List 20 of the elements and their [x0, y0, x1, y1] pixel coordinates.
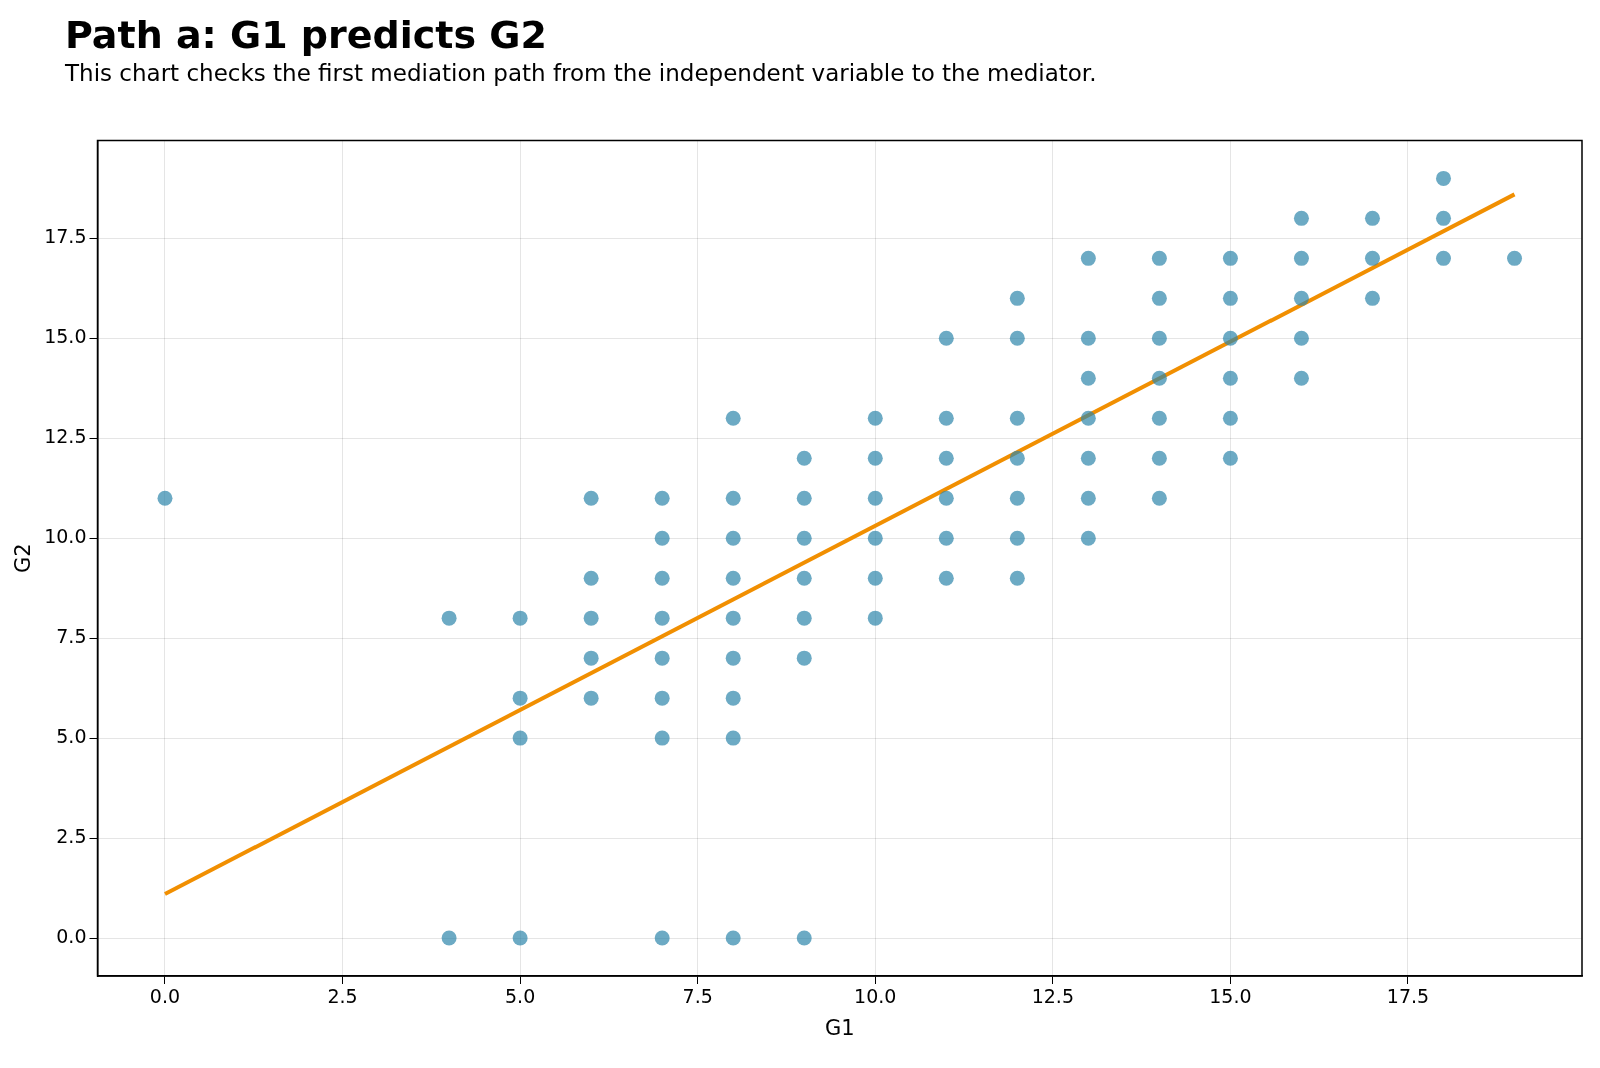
chart-title: Path a: G1 predicts G2 — [65, 13, 548, 57]
y-tick-label: 10.0 — [44, 525, 87, 548]
y-tick-label: 15.0 — [44, 325, 87, 348]
y-tick-label: 0.0 — [56, 924, 87, 947]
x-tick-label: 15.0 — [1209, 985, 1252, 1008]
y-tick-label: 17.5 — [44, 225, 87, 248]
chart-subtitle: This chart checks the first mediation path from the independent variable to the mediator. — [65, 60, 1098, 86]
x-tick-label: 17.5 — [1386, 985, 1430, 1008]
y-tick-label: 12.5 — [44, 425, 87, 448]
y-axis-title: G2 — [11, 543, 36, 574]
x-tick-label: 0.0 — [149, 985, 181, 1008]
x-tick-label: 12.5 — [1031, 985, 1074, 1008]
y-tick-label: 5.0 — [56, 725, 87, 748]
x-axis-title: G1 — [824, 1015, 855, 1040]
y-tick-label: 2.5 — [56, 825, 87, 847]
x-tick-label: 10.0 — [854, 985, 897, 1008]
y-tick-label: 7.5 — [56, 625, 87, 648]
x-tick-label: 5.0 — [505, 985, 536, 1008]
x-tick-label: 2.5 — [327, 985, 358, 1008]
x-tick-label: 7.5 — [682, 985, 713, 1008]
